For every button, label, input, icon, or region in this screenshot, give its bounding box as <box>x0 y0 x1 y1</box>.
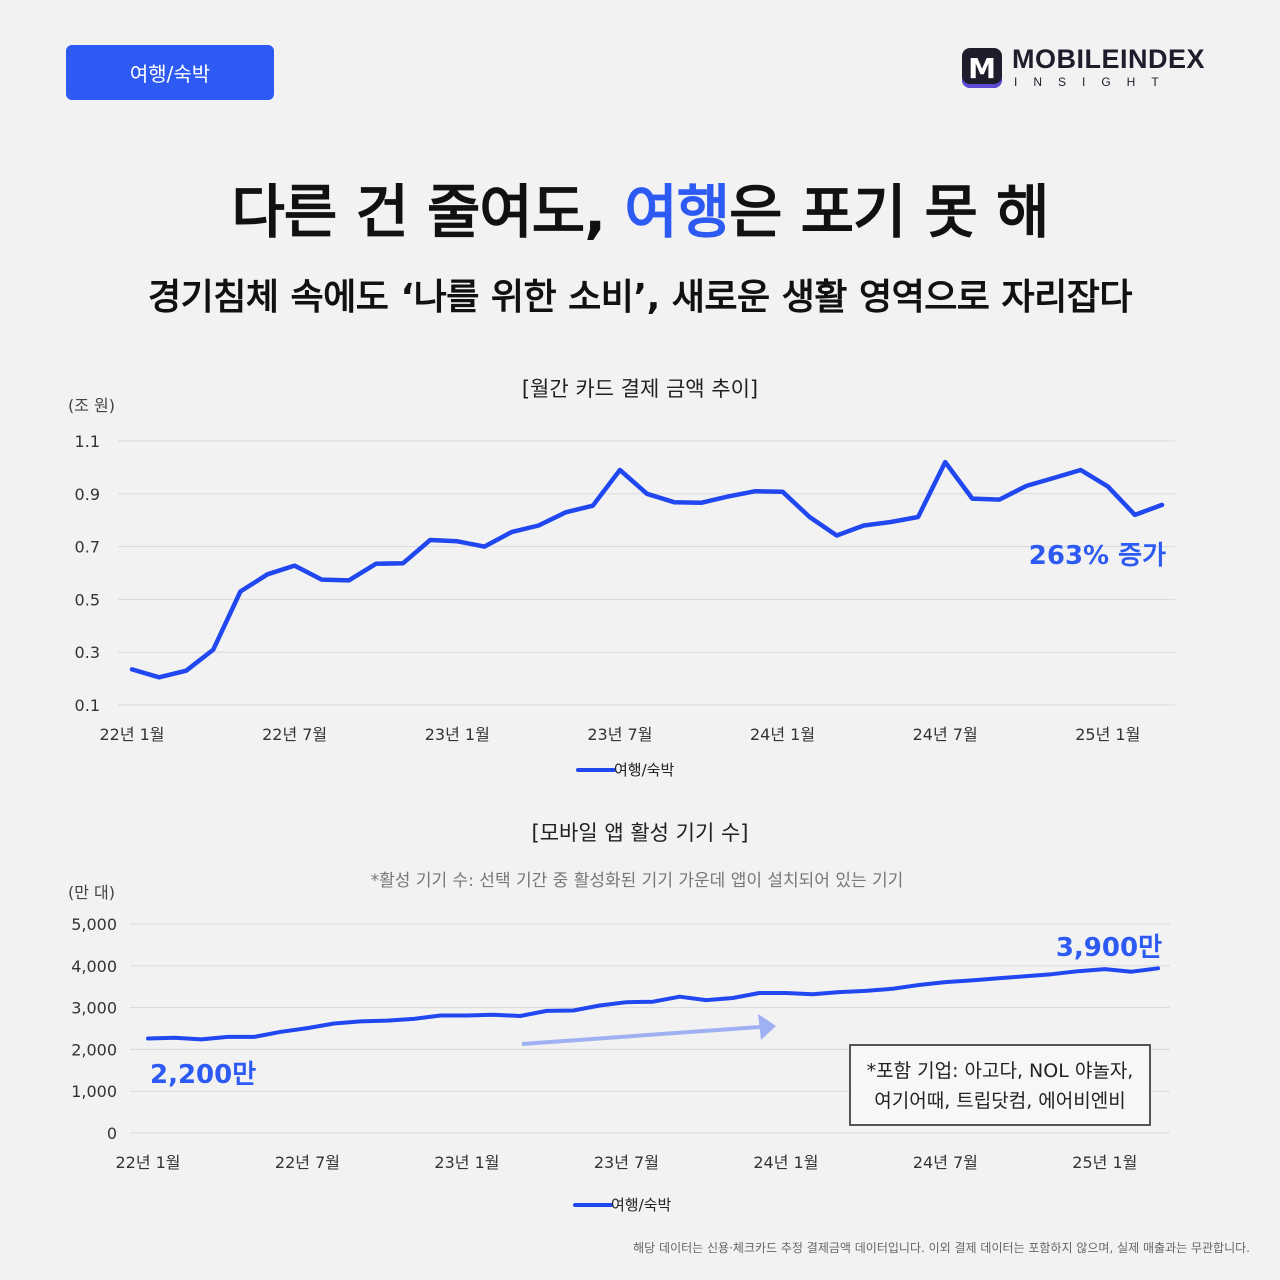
devices-start-label: 2,200만 <box>150 1060 256 1090</box>
card-y-tick: 0.1 <box>75 696 100 715</box>
card-x-tick: 24년 7월 <box>913 725 978 744</box>
category-badge: 여행/숙박 <box>66 45 274 100</box>
devices-unit-label: (만 대) <box>68 883 115 902</box>
subheadline: 경기침체 속에도 ‘나를 위한 소비’, 새로운 생활 영역으로 자리잡다 <box>148 277 1132 318</box>
devices-legend-label: 여행/숙박 <box>611 1196 671 1214</box>
card-y-tick: 0.7 <box>75 538 100 557</box>
logo-name: MOBILEINDEX <box>1012 44 1206 74</box>
devices-x-tick: 25년 1월 <box>1072 1153 1137 1172</box>
devices-y-tick: 2,000 <box>71 1040 117 1059</box>
logo-mark: M <box>962 48 1002 88</box>
headline-before: 다른 건 줄여도, <box>231 178 625 246</box>
devices-x-tick: 22년 1월 <box>115 1153 180 1172</box>
trend-arrow-head-icon <box>758 1014 776 1040</box>
headline-after: 은 포기 못 해 <box>729 178 1049 246</box>
card-y-tick: 0.3 <box>75 643 100 662</box>
devices-y-tick: 3,000 <box>71 999 117 1018</box>
included-companies-box <box>849 1044 1151 1126</box>
trend-arrow-shaft <box>521 1025 761 1046</box>
included-companies-line: 여기어때, 트립닷컴, 에어비엔비 <box>874 1090 1125 1112</box>
devices-x-tick: 23년 1월 <box>434 1153 499 1172</box>
devices-x-tick: 23년 7월 <box>594 1153 659 1172</box>
card-legend-label: 여행/숙박 <box>614 761 674 779</box>
card-y-tick: 0.5 <box>75 590 100 609</box>
data-disclaimer: 해당 데이터는 신용·체크카드 추정 결제금액 데이터입니다. 이외 결제 데이… <box>633 1241 1250 1255</box>
mobileindex-logo: M MOBILEINDEX INSIGHT <box>962 44 1222 94</box>
devices-series-line <box>146 966 1160 1042</box>
card-x-tick: 24년 1월 <box>750 725 815 744</box>
devices-x-tick: 22년 7월 <box>275 1153 340 1172</box>
card-x-tick: 23년 1월 <box>425 725 490 744</box>
card-chart-title: [월간 카드 결제 금액 추이] <box>522 377 758 401</box>
card-series-line <box>129 459 1165 680</box>
card-growth-annotation: 263% 증가 <box>1029 541 1166 571</box>
card-y-tick: 0.9 <box>75 485 100 504</box>
card-x-tick: 23년 7월 <box>587 725 652 744</box>
card-y-tick: 1.1 <box>75 432 100 451</box>
card-x-tick: 22년 7월 <box>262 725 327 744</box>
devices-chart-title: [모바일 앱 활성 기기 수] <box>532 821 749 845</box>
devices-chart-note: *활성 기기 수: 선택 기간 중 활성화된 기기 가운데 앱이 설치되어 있는… <box>371 871 904 891</box>
devices-end-label: 3,900만 <box>1056 933 1162 963</box>
devices-y-tick: 4,000 <box>71 957 117 976</box>
logo-sub: INSIGHT <box>1014 75 1175 89</box>
devices-x-tick: 24년 1월 <box>753 1153 818 1172</box>
devices-x-tick: 24년 7월 <box>913 1153 978 1172</box>
card-x-tick: 25년 1월 <box>1075 725 1140 744</box>
devices-y-tick: 5,000 <box>71 915 117 934</box>
devices-y-tick: 1,000 <box>71 1082 117 1101</box>
card-x-tick: 22년 1월 <box>99 725 164 744</box>
included-companies-line: *포함 기업: 아고다, NOL 야놀자, <box>867 1060 1134 1082</box>
headline-highlight: 여행 <box>624 178 730 246</box>
headline: 다른 건 줄여도, 여행은 포기 못 해 <box>0 165 1280 249</box>
devices-y-tick: 0 <box>107 1124 117 1143</box>
card-unit-label: (조 원) <box>68 396 115 415</box>
